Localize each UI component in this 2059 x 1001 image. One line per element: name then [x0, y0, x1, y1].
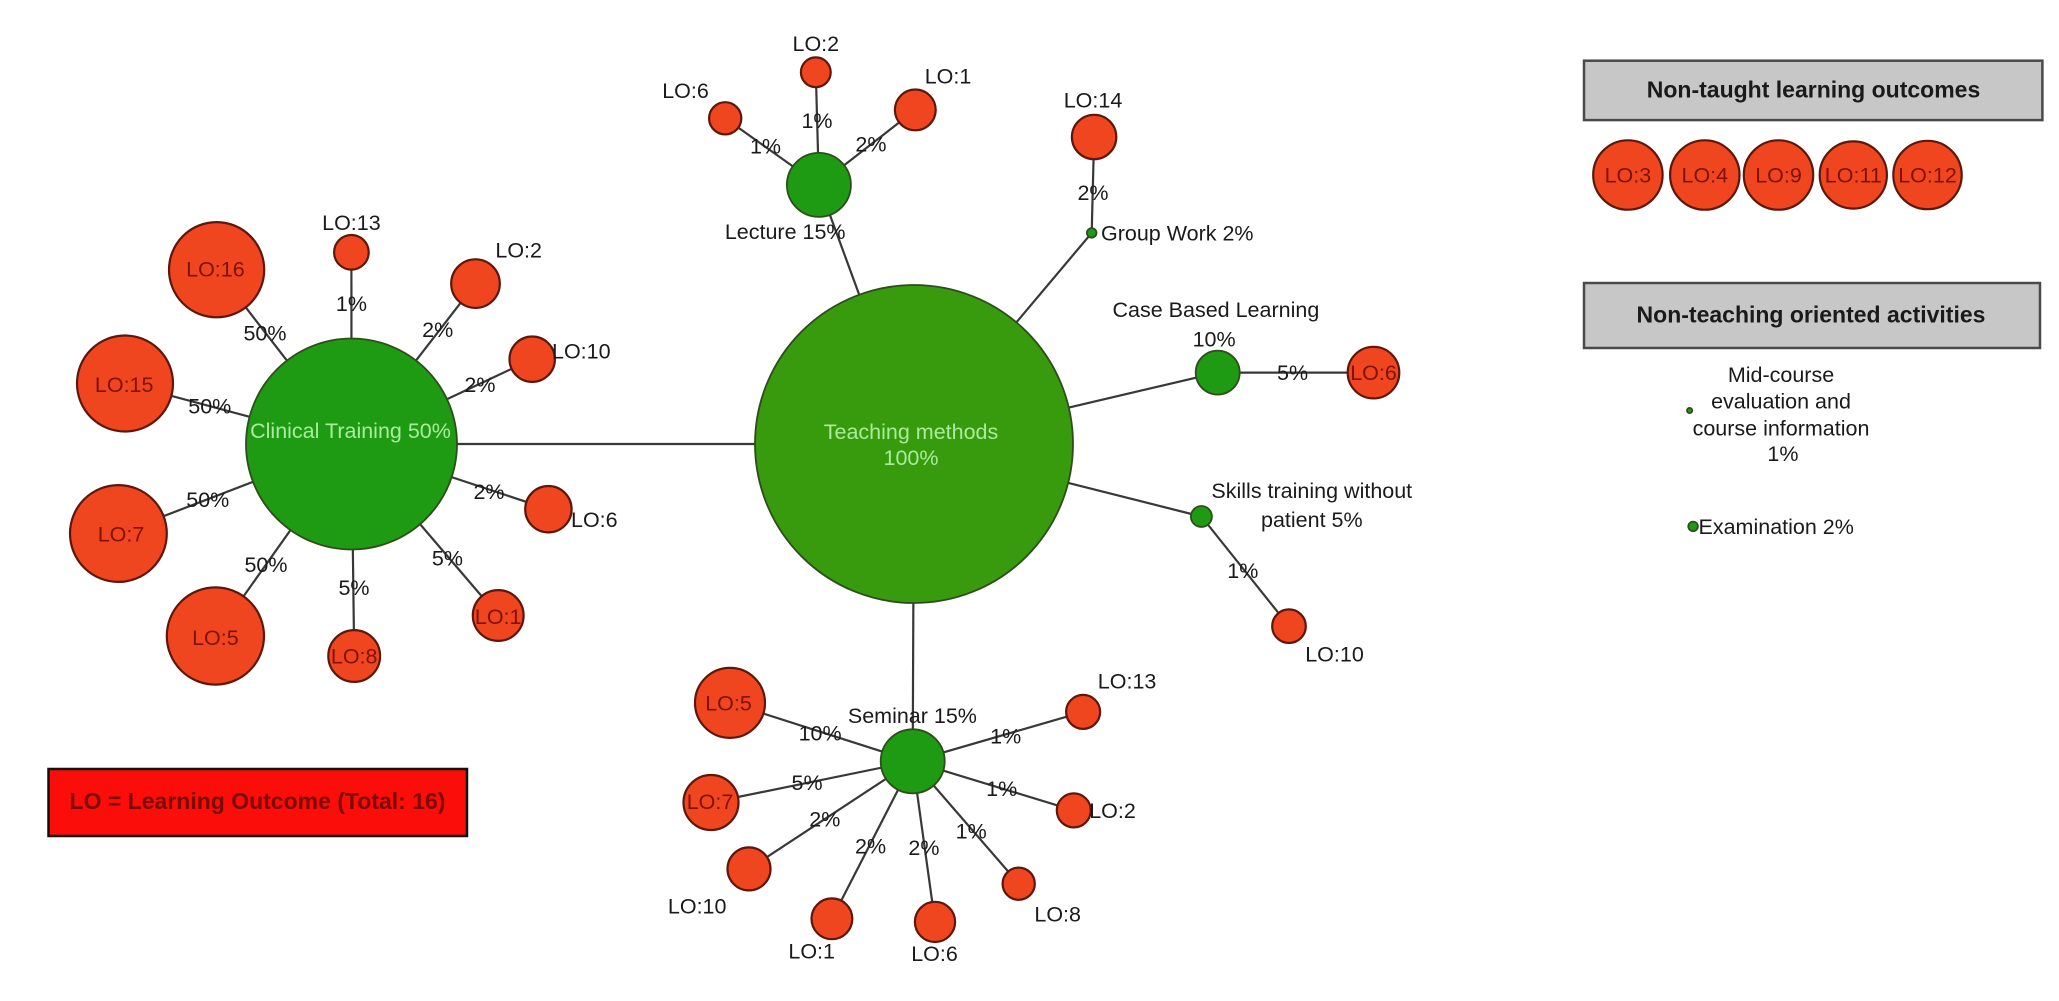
- svg-text:LO:8: LO:8: [1034, 902, 1081, 926]
- svg-text:LO = Learning Outcome (Total:: LO = Learning Outcome (Total: 16): [70, 788, 446, 814]
- svg-text:LO:1: LO:1: [788, 940, 835, 964]
- svg-text:LO:4: LO:4: [1681, 164, 1728, 188]
- svg-text:1%: 1%: [1767, 442, 1798, 466]
- svg-text:100%: 100%: [884, 446, 939, 470]
- svg-text:1%: 1%: [801, 109, 832, 133]
- svg-text:LO:5: LO:5: [705, 691, 752, 715]
- svg-text:Clinical Training 50%: Clinical Training 50%: [250, 419, 451, 443]
- svg-text:Group Work 2%: Group Work 2%: [1101, 221, 1254, 245]
- svg-text:LO:6: LO:6: [911, 942, 958, 966]
- svg-text:Case Based Learning: Case Based Learning: [1113, 298, 1320, 322]
- svg-text:course information: course information: [1693, 416, 1870, 440]
- svg-text:50%: 50%: [188, 395, 231, 419]
- svg-text:2%: 2%: [422, 318, 453, 342]
- svg-text:2%: 2%: [1077, 181, 1108, 205]
- svg-text:50%: 50%: [244, 553, 287, 577]
- svg-text:LO:12: LO:12: [1898, 164, 1957, 188]
- svg-text:Non-taught learning outcomes: Non-taught learning outcomes: [1647, 77, 1981, 103]
- svg-text:1%: 1%: [750, 134, 781, 158]
- svg-text:5%: 5%: [1277, 361, 1308, 385]
- svg-text:1%: 1%: [336, 292, 367, 316]
- svg-text:Seminar 15%: Seminar 15%: [848, 704, 977, 728]
- svg-text:LO:11: LO:11: [1825, 164, 1882, 188]
- svg-text:2%: 2%: [855, 133, 886, 157]
- svg-text:LO:13: LO:13: [322, 211, 381, 235]
- svg-text:LO:2: LO:2: [792, 32, 839, 56]
- svg-text:LO:6: LO:6: [662, 79, 709, 103]
- svg-text:5%: 5%: [432, 546, 463, 570]
- svg-text:50%: 50%: [243, 322, 286, 346]
- svg-text:LO:7: LO:7: [687, 790, 734, 814]
- svg-text:LO:3: LO:3: [1605, 164, 1652, 188]
- svg-text:2%: 2%: [809, 807, 840, 831]
- svg-text:patient 5%: patient 5%: [1261, 508, 1363, 532]
- svg-text:LO:16: LO:16: [186, 257, 245, 281]
- svg-text:1%: 1%: [956, 820, 987, 844]
- svg-text:10%: 10%: [1193, 328, 1236, 352]
- svg-text:1%: 1%: [990, 724, 1021, 748]
- svg-text:LO:10: LO:10: [1305, 642, 1364, 666]
- svg-text:Teaching methods: Teaching methods: [824, 420, 999, 444]
- svg-text:2%: 2%: [473, 480, 504, 504]
- svg-text:Skills training without: Skills training without: [1211, 479, 1412, 503]
- svg-text:1%: 1%: [1227, 559, 1258, 583]
- svg-text:LO:10: LO:10: [668, 895, 727, 919]
- svg-text:2%: 2%: [908, 836, 939, 860]
- svg-text:Mid-course: Mid-course: [1728, 363, 1834, 387]
- svg-text:LO:13: LO:13: [1098, 670, 1157, 694]
- svg-text:LO:1: LO:1: [475, 605, 522, 629]
- svg-text:LO:1: LO:1: [925, 65, 972, 89]
- svg-text:LO:2: LO:2: [495, 239, 542, 263]
- svg-text:LO:15: LO:15: [95, 373, 154, 397]
- svg-text:1%: 1%: [986, 777, 1017, 801]
- svg-text:LO:7: LO:7: [98, 523, 145, 547]
- svg-text:LO:6: LO:6: [1350, 361, 1397, 385]
- svg-text:LO:14: LO:14: [1064, 88, 1123, 112]
- svg-text:Lecture 15%: Lecture 15%: [725, 220, 846, 244]
- svg-text:LO:9: LO:9: [1755, 164, 1802, 188]
- svg-text:5%: 5%: [338, 576, 369, 600]
- svg-text:evaluation and: evaluation and: [1711, 389, 1851, 413]
- svg-text:LO:2: LO:2: [1089, 799, 1136, 823]
- svg-text:50%: 50%: [186, 488, 229, 512]
- svg-text:2%: 2%: [855, 835, 886, 859]
- svg-text:10%: 10%: [799, 722, 842, 746]
- svg-text:LO:5: LO:5: [192, 626, 239, 650]
- svg-text:Non-teaching oriented activiti: Non-teaching oriented activities: [1637, 302, 1986, 328]
- svg-text:LO:6: LO:6: [571, 508, 618, 532]
- svg-text:Examination 2%: Examination 2%: [1699, 515, 1854, 539]
- svg-text:5%: 5%: [792, 771, 823, 795]
- svg-text:LO:8: LO:8: [331, 645, 378, 669]
- svg-text:2%: 2%: [464, 373, 495, 397]
- svg-text:LO:10: LO:10: [552, 340, 611, 364]
